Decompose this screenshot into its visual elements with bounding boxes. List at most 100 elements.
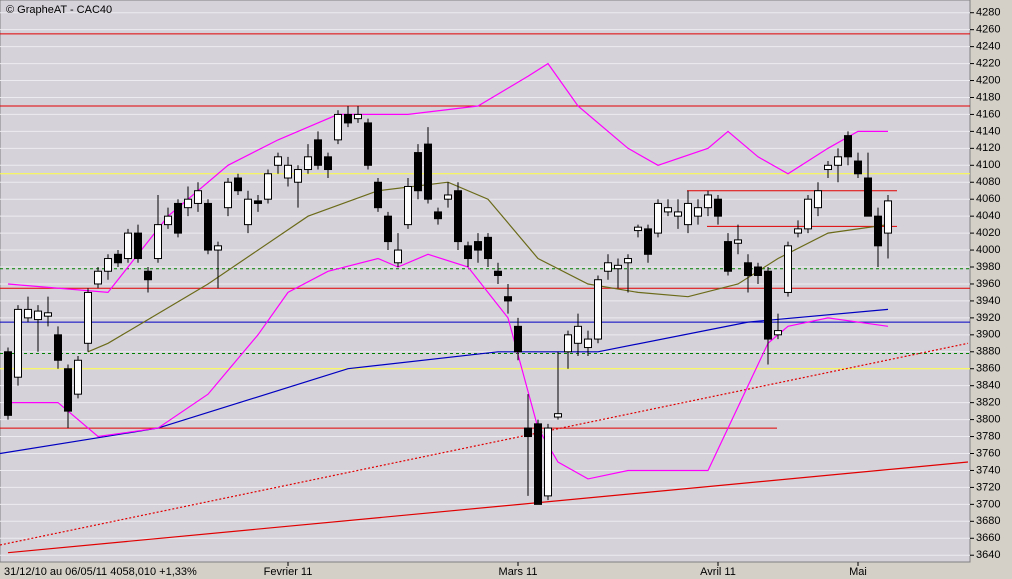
y-tick-label: 3720: [976, 481, 1000, 493]
candle-body: [554, 413, 562, 418]
candle-body: [364, 122, 372, 166]
candle-body: [124, 232, 132, 260]
x-tick-label: Avril 11: [700, 566, 736, 578]
x-tick-label: Mars 11: [499, 566, 538, 578]
candle-body: [154, 224, 162, 260]
y-tick-label: 4080: [976, 176, 1000, 188]
y-tick-label: 4000: [976, 244, 1000, 256]
candle-body: [24, 308, 32, 319]
candle-body: [854, 160, 862, 175]
y-tick-label: 4100: [976, 159, 1000, 171]
candle-body: [444, 194, 452, 200]
candle-body: [674, 211, 682, 217]
candle-body: [394, 249, 402, 264]
candle-body: [44, 312, 52, 317]
indicator-line: [0, 342, 969, 546]
y-tick-label: 4040: [976, 210, 1000, 222]
candle-body: [234, 177, 242, 192]
candle-body: [564, 334, 572, 353]
candle-body: [324, 156, 332, 171]
candle-body: [404, 185, 412, 226]
y-tick-label: 4140: [976, 125, 1000, 137]
candle-body: [164, 215, 172, 226]
y-tick-label: 4060: [976, 193, 1000, 205]
candle-body: [794, 228, 802, 234]
candle-body: [14, 308, 22, 378]
candle-body: [294, 169, 302, 183]
candle-body: [634, 226, 642, 232]
candle-body: [604, 262, 612, 272]
y-tick-label: 4120: [976, 142, 1000, 154]
candle-body: [314, 139, 322, 166]
candle-body: [704, 194, 712, 209]
y-tick-label: 4160: [976, 108, 1000, 120]
y-tick-label: 3700: [976, 498, 1000, 510]
candle-body: [844, 135, 852, 158]
candle-body: [134, 232, 142, 260]
y-tick-label: 3660: [976, 532, 1000, 544]
candle-body: [504, 296, 512, 302]
indicator-line: [7, 461, 969, 554]
y-tick-label: 3760: [976, 447, 1000, 459]
candle-body: [784, 245, 792, 293]
y-tick-label: 3900: [976, 329, 1000, 341]
candle-body: [434, 211, 442, 220]
y-tick-label: 3880: [976, 346, 1000, 358]
candle-body: [884, 200, 892, 234]
candle-body: [204, 202, 212, 251]
indicator-line: [7, 62, 888, 294]
candle-body: [84, 291, 92, 344]
candle-body: [474, 241, 482, 251]
candle-body: [374, 181, 382, 209]
y-tick-label: 3680: [976, 515, 1000, 527]
candle-body: [714, 198, 722, 217]
candle-body: [34, 310, 42, 321]
candle-body: [74, 359, 82, 395]
candle-body: [734, 239, 742, 244]
candle-body: [54, 334, 62, 361]
candle-body: [194, 190, 202, 204]
candle-body: [774, 330, 782, 336]
candle-body: [274, 156, 282, 166]
candle-body: [584, 338, 592, 349]
candle-body: [184, 198, 192, 209]
candle-body: [524, 427, 532, 438]
plot-area: [0, 0, 971, 563]
candle-body: [754, 266, 762, 276]
y-tick-label: 4240: [976, 41, 1000, 53]
x-tick-label: Fevrier 11: [264, 566, 313, 578]
candle-body: [284, 164, 292, 179]
candle-body: [824, 164, 832, 171]
y-tick-label: 3860: [976, 363, 1000, 375]
candle-body: [594, 279, 602, 340]
y-tick-label: 4280: [976, 7, 1000, 19]
y-tick-label: 4180: [976, 91, 1000, 103]
candle-body: [104, 258, 112, 272]
candle-body: [354, 113, 362, 120]
candle-body: [544, 427, 552, 497]
candle-body: [834, 156, 842, 166]
candle-body: [644, 228, 652, 255]
y-tick-label: 4220: [976, 57, 1000, 69]
candle-body: [764, 270, 772, 340]
candle-body: [254, 200, 262, 204]
candle-body: [244, 198, 252, 226]
y-tick-label: 3960: [976, 278, 1000, 290]
candle-body: [664, 207, 672, 213]
candle-body: [304, 156, 312, 171]
candle-body: [614, 264, 622, 270]
y-tick-label: 3780: [976, 430, 1000, 442]
candle-body: [4, 351, 12, 416]
y-tick-label: 3840: [976, 380, 1000, 392]
candle-body: [484, 236, 492, 260]
y-tick-label: 4260: [976, 24, 1000, 36]
candle-body: [454, 190, 462, 243]
subtitle: 31/12/10 au 06/05/11 4058,010 +1,33%: [4, 566, 197, 578]
candle-body: [424, 143, 432, 200]
x-tick-label: Mai: [849, 566, 867, 578]
candle-body: [864, 177, 872, 217]
candle-body: [334, 113, 342, 141]
y-tick-label: 3820: [976, 397, 1000, 409]
candle-body: [654, 202, 662, 234]
